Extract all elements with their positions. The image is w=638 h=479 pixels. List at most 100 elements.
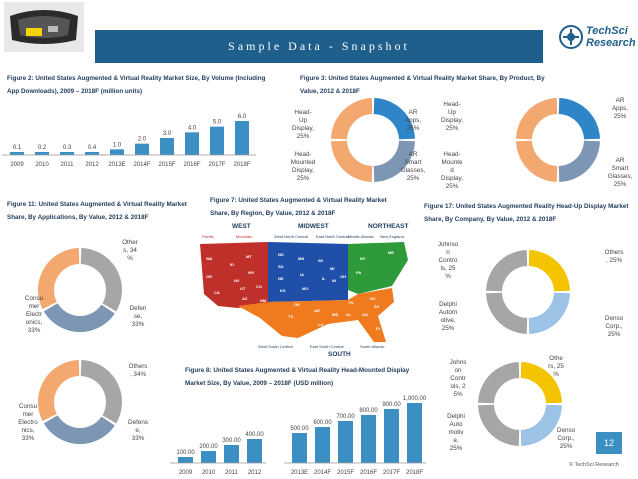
svg-text:NC: NC — [370, 296, 376, 301]
fig11-donut-2018: Others, 34% Defens e, 33% Consu mer Electro nic… — [18, 360, 148, 444]
category-label: 2011 — [225, 470, 239, 476]
headset-image — [4, 2, 84, 52]
bar-value-label: 0.3 — [63, 145, 72, 151]
bar-2017F — [210, 126, 224, 155]
donut-slice — [38, 360, 80, 422]
donut-slice — [486, 250, 528, 292]
donut-slice — [478, 404, 520, 446]
bar-2018F — [407, 403, 422, 463]
bar-2013E — [110, 149, 124, 155]
map-label-south: SOUTH — [328, 351, 351, 358]
bar-2011 — [224, 445, 239, 463]
bar-value-label: 2.0 — [138, 137, 147, 143]
bar-value-label: 1.0 — [113, 142, 122, 148]
donut-label: Denso Corp., 25% — [605, 315, 624, 338]
svg-text:MN: MN — [298, 256, 304, 261]
fig17-donut-2018: Othe rs, 25 % Denso Corp., 25% Delphi Auto motiv… — [447, 355, 576, 452]
donut-slice — [528, 250, 570, 292]
donut-slice — [520, 362, 562, 404]
map-label-esc: East South Central — [310, 344, 344, 349]
donut-label: AR Smart Glasses, 25% — [608, 157, 633, 188]
bar-2009 — [178, 457, 193, 463]
map-region-midwest — [268, 242, 348, 302]
category-label: 2014F — [133, 162, 150, 168]
donut-slice — [478, 362, 520, 404]
category-label: 2009 — [179, 470, 193, 476]
donut-slice — [528, 292, 570, 334]
fig17-title: Figure 17: United States Augmented Reali… — [424, 203, 629, 223]
category-label: 2014F — [314, 470, 331, 476]
logo-icon — [559, 25, 583, 49]
category-label: 2013E — [291, 470, 308, 476]
bar-value-label: 0.2 — [38, 145, 47, 151]
svg-text:SD: SD — [278, 264, 284, 269]
bar-2014F — [135, 143, 149, 155]
donut-slice — [80, 360, 123, 424]
bar-value-label: 400.00 — [245, 432, 264, 438]
bar-value-label: 300.00 — [222, 438, 241, 444]
page-number: 12 — [596, 432, 622, 454]
category-label: 2018F — [406, 470, 423, 476]
donut-slice — [558, 98, 600, 140]
bar-value-label: 0.4 — [88, 145, 97, 151]
donut-label: Others, 25% — [605, 249, 624, 264]
donut-slice — [43, 303, 115, 332]
category-label: 2010 — [35, 162, 49, 168]
bar-2018F — [235, 121, 249, 155]
category-label: 2015F — [158, 162, 175, 168]
logo-line2: Research — [586, 37, 636, 49]
bar-2014F — [315, 427, 330, 463]
donut-slice — [373, 98, 415, 140]
donut-label: AR Smart Glasses, 25% — [401, 151, 426, 182]
fig3-donut-2018: Head-Up Display, 25% AR Apps, 25% AR Smart Glass… — [441, 97, 633, 190]
bar-value-label: 4.0 — [188, 125, 197, 131]
map-label-mid-atlantic: Middle Atlantic — [348, 234, 374, 239]
us-region-map: WEST MIDWEST NORTHEAST SOUTH Pacific Mou… — [200, 223, 408, 358]
category-label: 2016F — [360, 470, 377, 476]
bar-2016F — [185, 132, 199, 155]
svg-text:MI: MI — [330, 266, 334, 271]
donut-slice — [43, 415, 115, 444]
bar-2015F — [338, 421, 353, 463]
map-region-northeast — [348, 242, 408, 294]
donut-label: Others, 34% — [129, 363, 148, 378]
bar-2010 — [35, 152, 49, 155]
bar-value-label: 500.00 — [290, 426, 309, 432]
svg-text:FL: FL — [376, 326, 381, 331]
svg-text:CA: CA — [214, 290, 220, 295]
svg-text:WA: WA — [206, 256, 213, 261]
map-label-south-atlantic: South Atlantic — [360, 344, 384, 349]
bar-value-label: 800.00 — [359, 408, 378, 414]
bar-2009 — [10, 152, 24, 155]
bar-2010 — [201, 451, 216, 463]
donut-label: Denso Corp., 25% — [557, 427, 576, 450]
donut-label: AR Apps, 25% — [612, 97, 628, 120]
svg-text:MS: MS — [332, 312, 338, 317]
category-label: 2018F — [233, 162, 250, 168]
donut-slice — [373, 140, 415, 182]
map-label-west: WEST — [232, 223, 251, 230]
svg-text:IL: IL — [322, 276, 326, 281]
donut-slice — [331, 98, 373, 140]
donut-slice — [331, 140, 373, 182]
map-label-mountain: Mountain — [236, 234, 252, 239]
category-label: 2012 — [85, 162, 99, 168]
svg-text:NV: NV — [234, 278, 240, 283]
category-label: 2016F — [183, 162, 200, 168]
svg-text:MT: MT — [246, 254, 252, 259]
svg-text:OH: OH — [340, 274, 346, 279]
fig2-bar-chart: 0.1 2009 0.2 2010 0.3 2011 0.4 2012 1.0 2013E 2.0 2… — [2, 114, 256, 168]
donut-label: AR Apps, 25% — [405, 109, 421, 132]
svg-text:PA: PA — [356, 270, 361, 275]
svg-text:MO: MO — [302, 286, 308, 291]
category-label: 2013E — [108, 162, 125, 168]
svg-text:AZ: AZ — [242, 296, 248, 301]
fig8-bar-chart: 100.00 2009 200.00 2010 300.00 2011 400.00 2012… — [170, 396, 427, 476]
donut-label: Head-Up Display, 25% — [441, 101, 463, 132]
